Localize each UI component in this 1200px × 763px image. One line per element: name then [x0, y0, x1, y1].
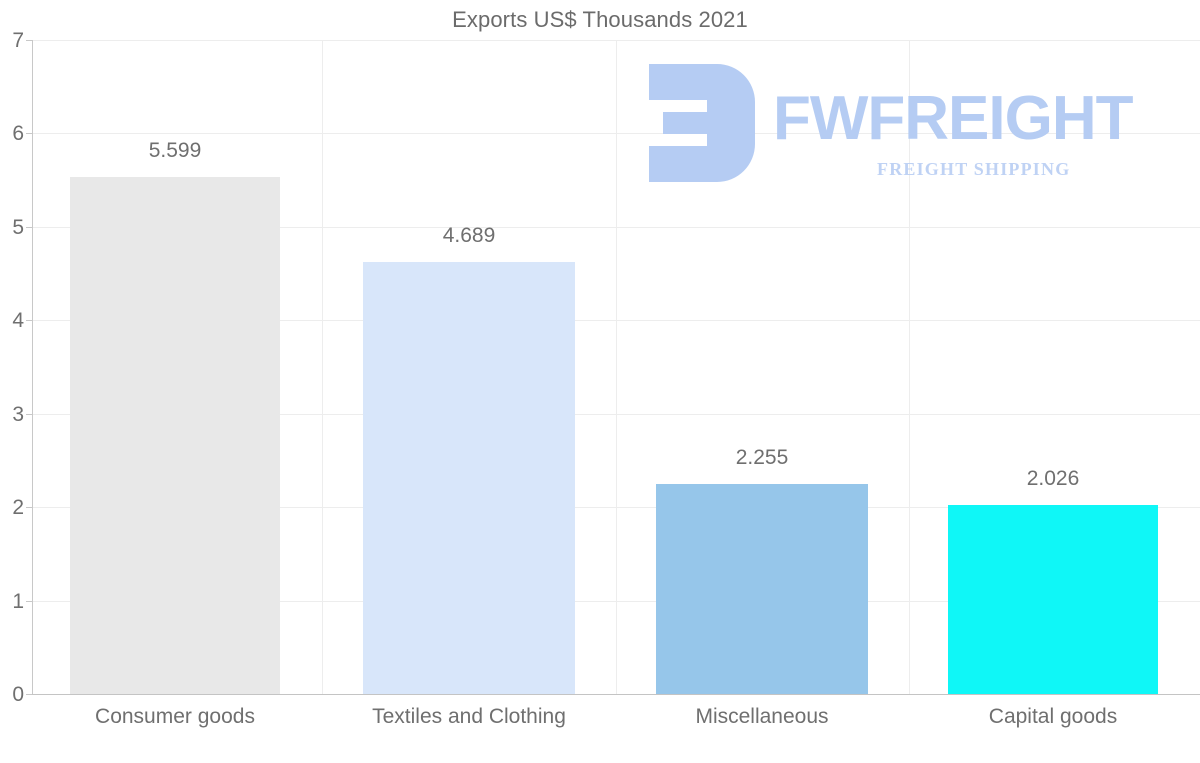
y-tick-mark-6: [26, 133, 32, 134]
watermark-brand: FWFREIGHT: [773, 84, 1133, 153]
y-tick-label-0: 0: [12, 683, 24, 706]
bar-value-textiles-and-clothing: 4.689: [442, 224, 496, 247]
y-tick-mark-5: [26, 227, 32, 228]
y-tick-label-1: 1: [12, 590, 24, 613]
watermark: FWFREIGHT FREIGHT SHIPPING: [645, 60, 1160, 190]
bar-capital-goods[interactable]: [948, 505, 1158, 694]
y-tick-label-3: 3: [12, 403, 24, 426]
bar-miscellaneous[interactable]: [656, 484, 868, 694]
page-title: Exports US$ Thousands 2021: [452, 7, 748, 32]
bar-value-consumer-goods: 5.599: [148, 139, 202, 162]
gridline-category-1: [322, 40, 323, 694]
y-tick-mark-1: [26, 601, 32, 602]
y-axis-line: [32, 40, 33, 695]
y-tick-mark-3: [26, 414, 32, 415]
y-tick-label-4: 4: [12, 309, 24, 332]
bar-value-miscellaneous: 2.255: [735, 446, 789, 469]
y-tick-label-2: 2: [12, 496, 24, 519]
x-label-textiles-and-clothing: Textiles and Clothing: [372, 705, 566, 728]
x-label-miscellaneous: Miscellaneous: [695, 705, 829, 728]
y-tick-mark-2: [26, 507, 32, 508]
y-tick-mark-4: [26, 320, 32, 321]
bar-textiles-and-clothing[interactable]: [363, 262, 575, 694]
x-label-consumer-goods: Consumer goods: [95, 705, 255, 728]
y-tick-label-7: 7: [12, 29, 24, 52]
y-tick-label-5: 5: [12, 216, 24, 239]
y-tick-mark-7: [26, 40, 32, 41]
x-label-capital-goods: Capital goods: [988, 705, 1118, 728]
bar-value-capital-goods: 2.026: [1026, 467, 1080, 490]
x-axis-line: [32, 694, 1200, 695]
gridline-category-2: [616, 40, 617, 694]
y-tick-label-6: 6: [12, 122, 24, 145]
bar-consumer-goods[interactable]: [70, 177, 280, 694]
fwfreight-logo-mark-icon: [649, 64, 755, 182]
watermark-tagline: FREIGHT SHIPPING: [877, 159, 1071, 179]
gridline-category-3: [909, 40, 910, 694]
y-tick-mark-0: [26, 694, 32, 695]
